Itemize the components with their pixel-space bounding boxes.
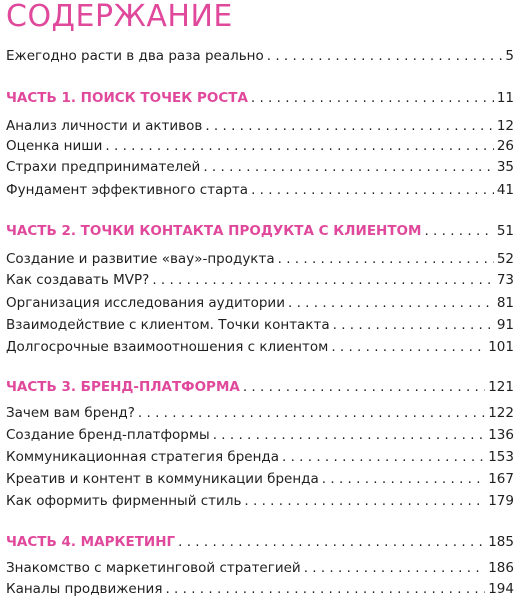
toc-entry-page: 194 (488, 581, 514, 597)
toc-entry-page: 81 (496, 295, 514, 311)
dot-leader (251, 88, 494, 108)
toc-entry[interactable]: Создание и развитие «вау»-продукта 52 (6, 249, 514, 269)
toc-entry-label: Как оформить фирменный стиль (6, 493, 242, 509)
toc-entry[interactable]: Каналы продвижения 194 (6, 579, 514, 599)
dot-leader (304, 558, 486, 578)
toc-entry-label: Коммуникационная стратегия бренда (6, 449, 279, 465)
toc-part-label: ЧАСТЬ 1. ПОИСК ТОЧЕК РОСТА (6, 90, 248, 106)
toc-entry[interactable]: Организация исследования аудитории 81 (6, 293, 514, 313)
toc-entry-label: Анализ личности и активов (6, 118, 203, 134)
dot-leader (424, 221, 493, 241)
toc-entry-page: 12 (496, 118, 514, 134)
toc-entry[interactable]: Создание бренд-платформы 136 (6, 425, 514, 445)
toc-part-label: ЧАСТЬ 3. БРЕНД-ПЛАТФОРМА (6, 379, 240, 395)
toc-entry-page: 179 (488, 493, 514, 509)
toc-entry[interactable]: Как создавать MVP? 73 (6, 270, 514, 290)
toc-entry-label: Зачем вам бренд? (6, 405, 135, 421)
toc-part-label: ЧАСТЬ 4. МАРКЕТИНГ (6, 534, 176, 550)
toc-entry[interactable]: Анализ личности и активов 12 (6, 116, 514, 136)
dot-leader (178, 532, 485, 552)
dot-leader (322, 469, 485, 489)
toc-entry-label: Организация исследования аудитории (6, 295, 285, 311)
toc-entry-page: 186 (488, 560, 514, 576)
toc-entry-page: 185 (488, 534, 514, 550)
dot-leader (278, 249, 494, 269)
toc-entry-page: 101 (488, 339, 514, 355)
toc-entry-label: Знакомство с маркетинговой стратегией (6, 560, 301, 576)
dot-leader (243, 377, 485, 397)
toc-part-label: ЧАСТЬ 2. ТОЧКИ КОНТАКТА ПРОДУКТА С КЛИЕН… (6, 223, 422, 239)
toc-entry-page: 41 (496, 182, 514, 198)
toc-entry-page: 35 (496, 159, 514, 175)
toc-part-heading[interactable]: ЧАСТЬ 3. БРЕНД-ПЛАТФОРМА 121 (6, 377, 514, 397)
toc-entry-label: Взаимодействие с клиентом. Точки контакт… (6, 317, 330, 333)
dot-leader (205, 116, 493, 136)
toc-part-heading[interactable]: ЧАСТЬ 4. МАРКЕТИНГ 185 (6, 532, 514, 552)
toc-entry[interactable]: Взаимодействие с клиентом. Точки контакт… (6, 315, 514, 335)
dot-leader (138, 403, 485, 423)
dot-leader (331, 337, 485, 357)
page-title: СОДЕРЖАНИЕ (6, 0, 233, 34)
toc-entry-label: Создание бренд-платформы (6, 427, 210, 443)
toc-entry-label: Как создавать MVP? (6, 272, 150, 288)
dot-leader (267, 46, 503, 66)
toc-entry[interactable]: Оценка ниши 26 (6, 136, 514, 156)
toc-entry-label: Каналы продвижения (6, 581, 163, 597)
dot-leader (282, 447, 485, 467)
toc-entry[interactable]: Зачем вам бренд? 122 (6, 403, 514, 423)
toc-entry-page: 73 (496, 272, 514, 288)
toc-entry-page: 153 (488, 449, 514, 465)
toc-entry[interactable]: Фундамент эффективного старта 41 (6, 180, 514, 200)
toc-entry[interactable]: Креатив и контент в коммуникации бренда … (6, 469, 514, 489)
toc-entry-page: 91 (496, 317, 514, 333)
toc-entry-page: 136 (488, 427, 514, 443)
toc-entry-page: 122 (488, 405, 514, 421)
dot-leader (105, 136, 493, 156)
toc-part-heading[interactable]: ЧАСТЬ 1. ПОИСК ТОЧЕК РОСТА 11 (6, 88, 514, 108)
toc-entry-label: Долгосрочные взаимоотношения с клиентом (6, 339, 329, 355)
toc-entry-label: Креатив и контент в коммуникации бренда (6, 471, 319, 487)
toc-entry-label: Страхи предпринимателей (6, 159, 201, 175)
toc-entry-page: 26 (496, 138, 514, 154)
toc-entry[interactable]: Знакомство с маркетинговой стратегией 18… (6, 558, 514, 578)
toc-entry-page: 51 (496, 223, 514, 239)
toc-entry[interactable]: Как оформить фирменный стиль 179 (6, 491, 514, 511)
dot-leader (213, 425, 486, 445)
dot-leader (203, 157, 493, 177)
dot-leader (251, 180, 494, 200)
toc-entry-label: Оценка ниши (6, 138, 103, 154)
toc-part-heading[interactable]: ЧАСТЬ 2. ТОЧКИ КОНТАКТА ПРОДУКТА С КЛИЕН… (6, 221, 514, 241)
toc-entry-label: Фундамент эффективного старта (6, 182, 249, 198)
dot-leader (165, 579, 485, 599)
toc-entry-page: 5 (505, 48, 514, 64)
dot-leader (244, 491, 485, 511)
toc-entry-label: Создание и развитие «вау»-продукта (6, 251, 275, 267)
toc-entry-page: 167 (488, 471, 514, 487)
toc-entry-page: 121 (488, 379, 514, 395)
toc-entry[interactable]: Ежегодно расти в два раза реально 5 (6, 46, 514, 66)
dot-leader (152, 270, 494, 290)
dot-leader (333, 315, 494, 335)
toc-entry[interactable]: Коммуникационная стратегия бренда 153 (6, 447, 514, 467)
toc-entry-label: Ежегодно расти в два раза реально (6, 48, 264, 64)
toc-entry-page: 11 (496, 90, 514, 106)
toc-entry[interactable]: Страхи предпринимателей 35 (6, 157, 514, 177)
toc-entry[interactable]: Долгосрочные взаимоотношения с клиентом … (6, 337, 514, 357)
toc-entry-page: 52 (496, 251, 514, 267)
dot-leader (288, 293, 494, 313)
